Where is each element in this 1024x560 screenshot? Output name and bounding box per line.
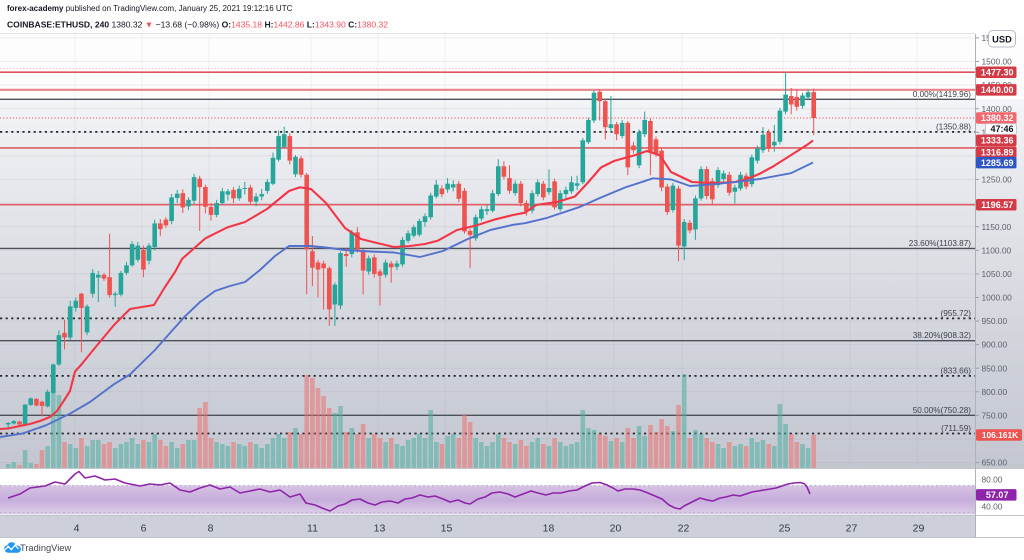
svg-text:850.00: 850.00 bbox=[982, 363, 1008, 373]
svg-text:800.00: 800.00 bbox=[982, 387, 1008, 397]
svg-text:40.00: 40.00 bbox=[982, 501, 1003, 511]
svg-text:USD: USD bbox=[992, 35, 1012, 45]
svg-text:1477.30: 1477.30 bbox=[981, 67, 1014, 77]
svg-text:8: 8 bbox=[208, 523, 214, 535]
svg-text:1050.00: 1050.00 bbox=[982, 269, 1013, 279]
svg-text:COINBASE:ETHUSD, 240 1380.32: COINBASE:ETHUSD, 240 1380.32 ▼ −13.68 (−… bbox=[7, 20, 388, 30]
svg-text:forex-academy published on Tra: forex-academy published on TradingView.c… bbox=[7, 4, 293, 13]
svg-text:(833.66): (833.66) bbox=[941, 366, 972, 375]
svg-text:47:46: 47:46 bbox=[990, 124, 1013, 134]
svg-text:1196.57: 1196.57 bbox=[981, 200, 1013, 210]
svg-text:13: 13 bbox=[374, 523, 386, 535]
svg-text:1100.00: 1100.00 bbox=[982, 245, 1012, 255]
svg-text:1150.00: 1150.00 bbox=[982, 222, 1012, 232]
svg-text:950.00: 950.00 bbox=[982, 316, 1008, 326]
svg-text:27: 27 bbox=[846, 523, 858, 535]
svg-text:0.00%(1419.96): 0.00%(1419.96) bbox=[913, 90, 972, 99]
svg-text:20: 20 bbox=[610, 523, 622, 535]
svg-text:(711.59): (711.59) bbox=[941, 424, 971, 433]
svg-text:(1350.88): (1350.88) bbox=[936, 122, 971, 131]
svg-text:900.00: 900.00 bbox=[982, 340, 1008, 350]
svg-text:750.00: 750.00 bbox=[982, 411, 1008, 421]
svg-text:(955.72): (955.72) bbox=[941, 309, 972, 318]
svg-text:650.00: 650.00 bbox=[982, 458, 1008, 468]
svg-text:57.07: 57.07 bbox=[986, 490, 1009, 500]
svg-text:4: 4 bbox=[74, 523, 80, 535]
svg-text:50.00%(750.28): 50.00%(750.28) bbox=[913, 406, 972, 415]
svg-text:1400.00: 1400.00 bbox=[982, 104, 1013, 114]
svg-text:1285.69: 1285.69 bbox=[981, 158, 1014, 168]
svg-text:6: 6 bbox=[141, 523, 147, 535]
svg-text:106.161K: 106.161K bbox=[982, 430, 1018, 440]
svg-text:25: 25 bbox=[779, 523, 791, 535]
svg-text:38.20%(908.32): 38.20%(908.32) bbox=[913, 331, 972, 340]
svg-text:23.60%(1103.87): 23.60%(1103.87) bbox=[909, 239, 971, 248]
svg-text:11: 11 bbox=[307, 523, 318, 535]
svg-text:1250.00: 1250.00 bbox=[982, 175, 1013, 185]
svg-text:1000.00: 1000.00 bbox=[982, 293, 1013, 303]
svg-text:TradingView: TradingView bbox=[20, 543, 71, 553]
svg-text:22: 22 bbox=[678, 523, 690, 535]
svg-text:1333.36: 1333.36 bbox=[981, 136, 1014, 146]
svg-text:15: 15 bbox=[441, 523, 453, 535]
svg-text:1380.32: 1380.32 bbox=[981, 113, 1014, 123]
svg-text:18: 18 bbox=[543, 523, 555, 535]
svg-text:29: 29 bbox=[913, 523, 925, 535]
svg-text:80.00: 80.00 bbox=[982, 475, 1003, 485]
svg-text:1500.00: 1500.00 bbox=[982, 57, 1013, 67]
svg-text:1316.89: 1316.89 bbox=[981, 147, 1014, 157]
svg-text:1440.00: 1440.00 bbox=[981, 85, 1014, 95]
